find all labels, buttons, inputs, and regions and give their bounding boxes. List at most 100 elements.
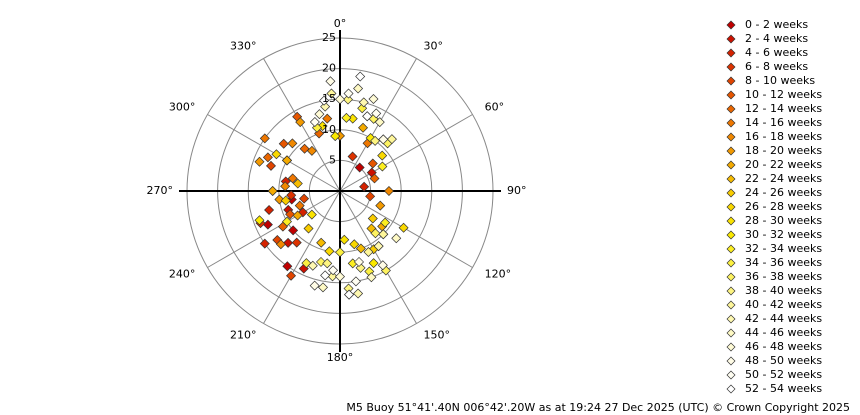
angle-label: 150° (424, 329, 451, 342)
legend-marker (726, 62, 736, 72)
point (380, 217, 391, 228)
point (278, 138, 289, 149)
point (367, 158, 378, 169)
point (354, 256, 365, 267)
point (357, 103, 368, 114)
legend-label: 8 - 10 weeks (745, 74, 815, 87)
point (265, 160, 276, 171)
legend-marker (726, 230, 736, 240)
point (282, 155, 292, 166)
angle-label: 300° (169, 101, 196, 114)
legend-marker (726, 174, 736, 184)
point (322, 258, 333, 269)
point (343, 94, 353, 105)
point (326, 88, 337, 99)
point (262, 152, 273, 163)
point (366, 272, 377, 283)
legend-marker (726, 132, 736, 142)
legend-marker (726, 202, 736, 212)
point (350, 276, 361, 287)
point (377, 150, 388, 161)
point (355, 71, 366, 82)
point (280, 195, 291, 206)
point (291, 237, 302, 248)
legend-label: 22 - 24 weeks (745, 172, 822, 185)
point (341, 112, 352, 123)
point (264, 205, 275, 216)
angle-label: 180° (327, 351, 354, 364)
point (267, 186, 278, 196)
point (365, 191, 376, 202)
legend-label: 4 - 6 weeks (745, 46, 808, 59)
point (335, 271, 345, 282)
point (330, 131, 341, 142)
point (354, 162, 365, 173)
point (378, 229, 389, 240)
spoke (263, 190, 341, 324)
legend-label: 16 - 18 weeks (745, 130, 822, 143)
footer: M5 Buoy 51°41'.40N 006°42'.20W as at 19:… (346, 401, 850, 414)
legend-marker (726, 34, 736, 44)
point (367, 213, 378, 224)
legend-label: 40 - 42 weeks (745, 298, 822, 311)
point (287, 173, 298, 184)
legend-label: 50 - 52 weeks (745, 368, 822, 381)
point (303, 223, 314, 234)
point (297, 207, 308, 218)
angle-label: 30° (424, 39, 444, 52)
point (254, 156, 265, 167)
legend-label: 26 - 28 weeks (745, 200, 822, 213)
legend-marker (726, 300, 736, 310)
point (322, 113, 333, 124)
point (287, 138, 298, 149)
point (368, 93, 379, 104)
point (275, 239, 286, 250)
point (349, 239, 360, 250)
spoke (339, 190, 417, 324)
point (358, 122, 369, 133)
legend-label: 44 - 46 weeks (745, 326, 822, 339)
legend-label: 6 - 8 weeks (745, 60, 808, 73)
point (328, 265, 339, 276)
point (370, 135, 381, 146)
angle-label: 90° (507, 184, 527, 197)
point (283, 237, 294, 248)
point (315, 256, 326, 267)
legend-label: 36 - 38 weeks (745, 270, 822, 283)
point (383, 186, 394, 196)
point (391, 233, 402, 244)
point (316, 237, 327, 248)
point (398, 222, 409, 233)
point (292, 178, 303, 189)
point (286, 190, 297, 201)
point (271, 149, 282, 160)
point (386, 134, 397, 145)
spoke (207, 190, 341, 268)
legend-marker (726, 188, 736, 198)
angle-label: 0° (334, 17, 347, 30)
point (309, 116, 320, 127)
point (347, 151, 358, 162)
point (320, 270, 331, 281)
point (311, 122, 322, 133)
point (294, 200, 305, 211)
legend-marker (726, 146, 736, 156)
point (299, 143, 310, 154)
legend-label: 24 - 26 weeks (745, 186, 822, 199)
point (343, 88, 354, 99)
point (295, 117, 306, 128)
r-tick-label: 25 (322, 31, 336, 44)
legend-marker (726, 104, 736, 114)
legend-label: 34 - 36 weeks (745, 256, 822, 269)
legend-marker (726, 216, 736, 226)
legend-marker (726, 356, 736, 366)
point (353, 288, 364, 299)
legend-marker (726, 244, 736, 254)
legend-label: 10 - 12 weeks (745, 88, 822, 101)
point (324, 246, 335, 257)
point (363, 247, 374, 258)
legend-label: 42 - 44 weeks (745, 312, 822, 325)
legend-label: 0 - 2 weeks (745, 18, 808, 31)
legend-marker (726, 342, 736, 352)
